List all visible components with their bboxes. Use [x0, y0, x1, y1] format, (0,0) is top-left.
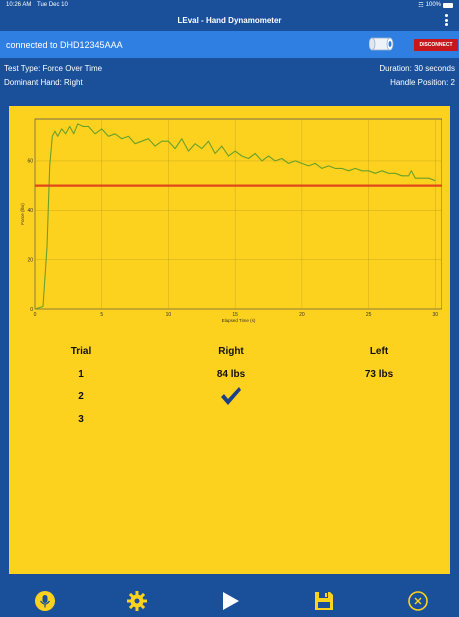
plot-frame: [34, 118, 442, 310]
x-tick-label: 25: [366, 312, 372, 318]
play-icon[interactable]: [219, 590, 241, 612]
trial-1-left: 73 lbs: [364, 369, 394, 380]
chart-ticks: 0 5 10 15 20 25 30 0 20 40 60: [27, 159, 438, 318]
title-bar: LEval - Hand Dynamometer: [0, 10, 459, 30]
test-type: Test Type: Force Over Time: [4, 63, 103, 73]
battery-text: 100%: [425, 2, 441, 8]
y-tick-label: 20: [27, 257, 33, 263]
app-title: LEval - Hand Dynamometer: [177, 15, 282, 25]
duration: Duration: 30 seconds: [379, 63, 455, 73]
x-tick-label: 30: [433, 312, 439, 318]
checkmark-icon: [221, 387, 241, 405]
disconnect-button[interactable]: DISCONNECT: [414, 39, 458, 51]
trial-1-right: 84 lbs: [216, 369, 246, 380]
force-chart: 0 5 10 15 20 25 30 0 20 40 60 Elapsed Time (s) For…: [20, 118, 442, 323]
trial-3: 3: [78, 414, 84, 425]
dynamometer-icon: [369, 37, 394, 51]
status-date: Tue Dec 10: [37, 2, 68, 8]
x-tick-label: 5: [100, 312, 103, 318]
dominant-hand: Dominant Hand: Right: [4, 77, 83, 87]
left-header: Left: [369, 346, 389, 357]
trial-header: Trial: [70, 346, 92, 357]
trial-1: 1: [78, 369, 84, 380]
wifi-icon: ☶: [418, 2, 424, 9]
test-info-row-1: Test Type: Force Over Time Duration: 30 …: [0, 61, 459, 75]
close-icon[interactable]: [407, 590, 429, 612]
status-left: 10:26 AM Tue Dec 10: [6, 2, 68, 8]
connection-status: connected to DHD12345AAA: [6, 39, 123, 50]
status-time: 10:26 AM: [6, 2, 32, 8]
y-tick-label: 60: [27, 159, 33, 165]
x-axis-label: Elapsed Time (s): [222, 318, 256, 323]
y-tick-label: 0: [30, 307, 33, 313]
status-right: ☶ 100%: [418, 2, 453, 9]
y-tick-label: 40: [27, 208, 33, 214]
bottom-nav: [0, 583, 459, 617]
x-tick-label: 10: [166, 312, 172, 318]
x-tick-label: 20: [299, 312, 305, 318]
x-tick-label: 15: [232, 312, 238, 318]
connection-bar: connected to DHD12345AAA DISCONNECT: [0, 31, 459, 58]
force-series-line: [34, 123, 436, 310]
right-header: Right: [218, 346, 244, 357]
status-bar: 10:26 AM Tue Dec 10 ☶ 100%: [0, 0, 459, 10]
save-icon[interactable]: [313, 590, 335, 612]
chart-series: [34, 123, 442, 310]
results-panel: 0 5 10 15 20 25 30 0 20 40 60 Elapsed Time (s) For…: [9, 106, 450, 574]
x-tick-label: 0: [34, 312, 37, 318]
trial-2: 2: [78, 391, 84, 402]
mic-info-icon[interactable]: [34, 590, 56, 612]
chart-grid: [34, 118, 442, 310]
gear-icon[interactable]: [126, 590, 148, 612]
test-info-row-2: Dominant Hand: Right Handle Position: 2: [0, 75, 459, 89]
handle-position: Handle Position: 2: [390, 77, 455, 87]
y-axis-label: Force (lbs): [20, 203, 25, 225]
more-menu-icon[interactable]: [443, 13, 449, 27]
battery-icon: [443, 2, 453, 8]
